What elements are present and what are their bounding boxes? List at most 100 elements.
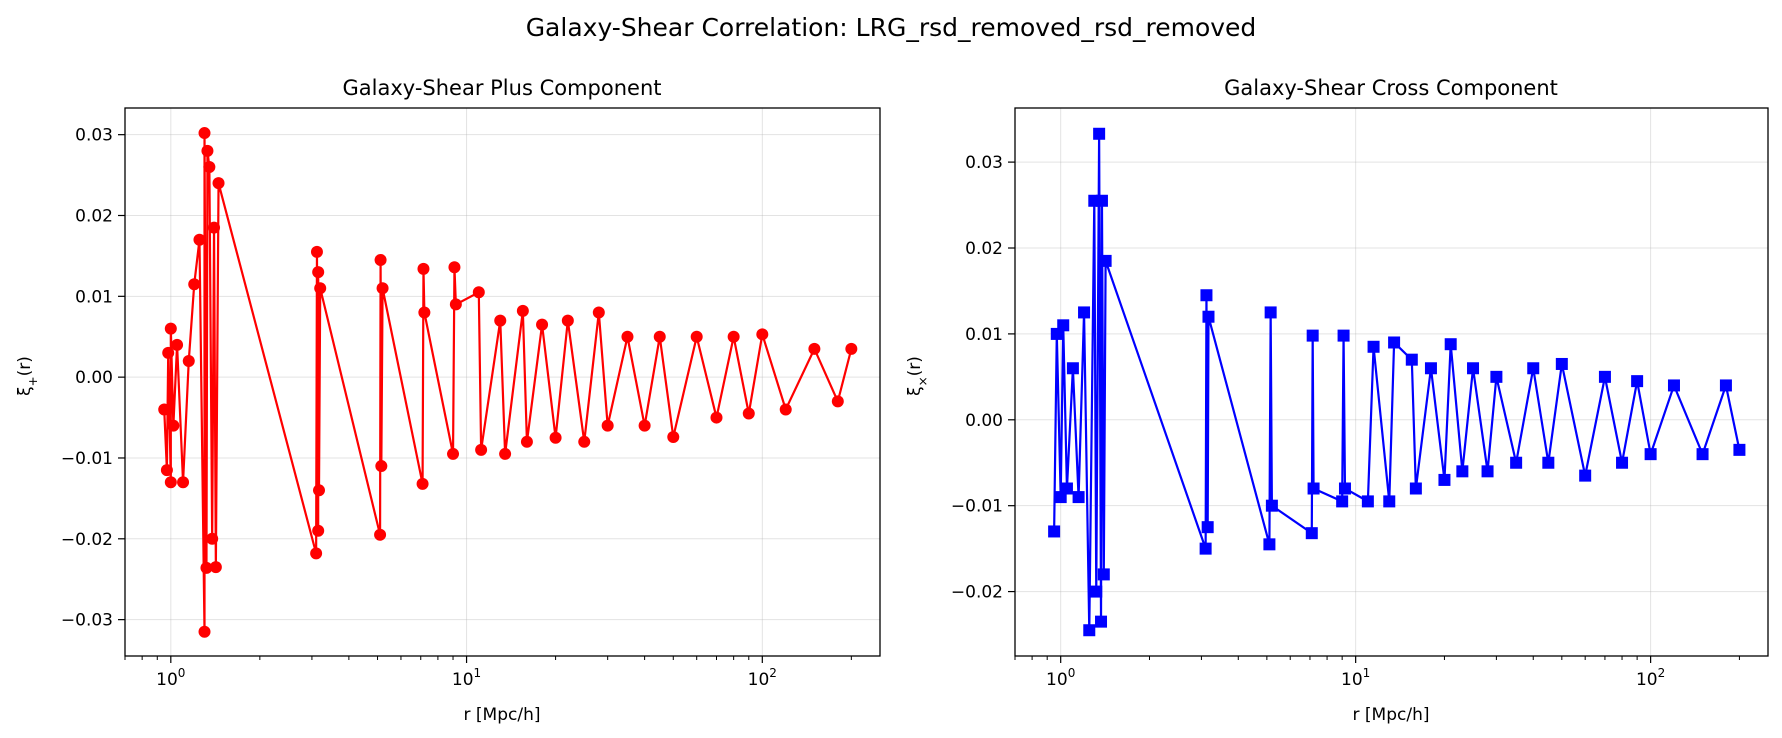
data-point-plus [472, 286, 485, 299]
data-point-cross [1305, 527, 1318, 540]
data-point-cross [1083, 624, 1096, 637]
data-point-plus [845, 342, 858, 355]
data-point-cross [1201, 521, 1214, 534]
data-point-cross [1481, 465, 1494, 478]
series-line-plus [163, 133, 853, 632]
data-point-plus [201, 144, 214, 157]
data-point-plus [756, 328, 769, 341]
data-point-plus [601, 419, 614, 432]
x-tick-label-plus: 102 [748, 666, 777, 690]
data-point-plus [312, 266, 325, 279]
panel-plus: Galaxy-Shear Plus Component 100 101 102 −0.… [15, 76, 881, 725]
data-point-cross [1060, 482, 1073, 495]
data-point-plus [779, 403, 792, 416]
data-point-cross [1066, 362, 1079, 375]
y-tick-label-cross: 0.03 [965, 153, 1003, 173]
data-point-plus [162, 346, 175, 359]
data-point-plus [158, 403, 171, 416]
plot-area-cross: 100 101 102 −0.02 −0.01 0.00 0.01 0.02 0.03 [951, 107, 1769, 690]
data-point-plus [177, 476, 190, 489]
y-tick-label-plus: −0.03 [61, 611, 113, 631]
data-point-plus [167, 419, 180, 432]
data-point-cross [1490, 370, 1503, 383]
data-point-cross [1405, 353, 1418, 366]
data-point-plus [312, 484, 325, 497]
axes-frame-cross [1014, 107, 1769, 657]
x-tick-label-cross: 100 [1046, 666, 1075, 690]
data-point-plus [621, 330, 634, 343]
data-point-plus [200, 561, 213, 574]
y-tick-label-cross: 0.01 [965, 325, 1003, 345]
data-point-plus [447, 447, 460, 460]
data-point-cross [1424, 362, 1437, 375]
y-tick-label-plus: −0.01 [61, 449, 113, 469]
y-axis-label-cross: ξ×(r) [905, 356, 930, 396]
data-point-plus [310, 245, 323, 258]
data-point-plus [494, 314, 507, 327]
data-point-plus [206, 532, 219, 545]
data-point-cross [1696, 448, 1709, 461]
data-point-plus [416, 477, 429, 490]
data-point-cross [1263, 538, 1276, 551]
plot-area-plus: 100 101 102 −0.03 −0.02 −0.01 0.00 0.01 0.02 0.03 [61, 107, 881, 690]
data-point-plus [203, 161, 216, 174]
data-point-cross [1367, 340, 1380, 353]
data-point-plus [375, 460, 388, 473]
data-point-plus [561, 314, 574, 327]
x-axis-label-cross: r [Mpc/h] [1353, 705, 1430, 725]
x-tick-label-cross: 101 [1341, 666, 1370, 690]
data-point-plus [475, 443, 488, 456]
data-point-plus [374, 528, 387, 541]
data-point-cross [1095, 615, 1108, 628]
data-point-plus [549, 431, 562, 444]
data-point-plus [198, 127, 211, 140]
data-point-cross [1644, 448, 1657, 461]
data-point-plus [520, 435, 533, 448]
data-point-plus [448, 261, 461, 274]
data-point-cross [1057, 319, 1070, 332]
data-point-cross [1409, 482, 1422, 495]
data-point-cross [1336, 495, 1349, 508]
data-point-cross [1438, 473, 1451, 486]
data-point-plus [499, 447, 512, 460]
data-point-plus [209, 561, 222, 574]
y-tick-label-plus: 0.02 [75, 206, 113, 226]
data-point-cross [1467, 362, 1480, 375]
data-point-cross [1202, 310, 1215, 323]
data-point-cross [1200, 289, 1213, 302]
data-point-plus [516, 304, 529, 317]
data-point-cross [1307, 482, 1320, 495]
data-point-plus [164, 322, 177, 335]
y-axis-label-plus: ξ+(r) [15, 356, 40, 396]
y-tick-label-plus: 0.01 [75, 287, 113, 307]
data-point-cross [1527, 362, 1540, 375]
figure-suptitle: Galaxy-Shear Correlation: LRG_rsd_remove… [526, 13, 1257, 42]
data-point-cross [1388, 336, 1401, 349]
data-point-plus [417, 262, 430, 275]
data-point-cross [1090, 585, 1103, 598]
data-point-plus [592, 306, 605, 319]
data-point-plus [212, 177, 225, 190]
x-tick-label-cross: 102 [1636, 666, 1665, 690]
y-axis-label-plus-text: ξ [15, 386, 35, 395]
y-tick-label-plus: 0.00 [75, 368, 113, 388]
data-point-plus [182, 354, 195, 367]
data-point-cross [1456, 465, 1469, 478]
data-point-plus [742, 407, 755, 420]
data-point-cross [1072, 491, 1085, 504]
data-point-plus [188, 278, 201, 291]
data-point-plus [376, 282, 389, 295]
data-point-cross [1199, 542, 1212, 555]
data-point-plus [727, 330, 740, 343]
panel-plus-title: Galaxy-Shear Plus Component [343, 76, 662, 100]
data-point-cross [1667, 379, 1680, 392]
y-tick-label-plus: −0.02 [61, 530, 113, 550]
x-tick-label-plus: 100 [156, 666, 185, 690]
data-point-plus [193, 233, 206, 246]
data-point-plus [831, 395, 844, 408]
data-point-cross [1337, 329, 1350, 342]
x-tick-label-plus: 101 [452, 666, 481, 690]
data-point-plus [690, 330, 703, 343]
